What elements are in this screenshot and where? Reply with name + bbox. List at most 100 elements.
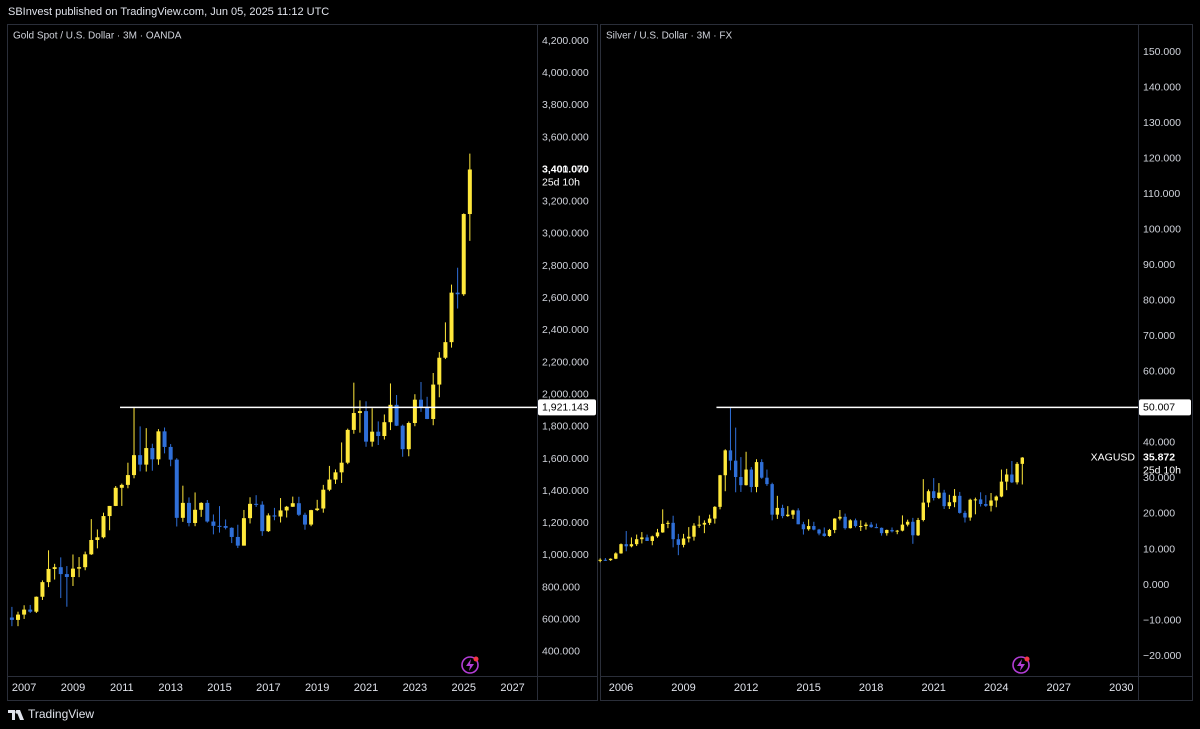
candle-body [370,431,375,442]
candle-body [890,529,894,532]
y-tick-label: 10.000 [1143,543,1175,555]
y-tick-label: 4,000.000 [542,67,589,79]
y-tick-label: 150.000 [1143,46,1181,58]
candle-body [713,506,717,519]
y-tick-label: 100.000 [1143,223,1181,235]
candle-body [144,448,149,465]
x-tick-label: 2019 [305,682,329,694]
candle-body [817,529,821,534]
x-tick-label: 2023 [403,682,427,694]
candle-body [193,509,198,523]
alert-icon [1012,656,1030,674]
candle-body [180,502,185,518]
y-tick-label: 2,000.000 [542,388,589,400]
symbol-label: XAGUSD [1091,451,1136,463]
y-tick-label: 120.000 [1143,152,1181,164]
candle-body [437,357,442,385]
candle-body [749,469,754,487]
candle-body [655,532,660,537]
y-tick-label: 140.000 [1143,81,1181,93]
candle-body [812,526,816,530]
candle-body [942,492,946,507]
y-tick-label: 40.000 [1143,437,1175,449]
x-tick-label: 2027 [500,682,524,694]
candle-body [199,502,204,510]
x-tick-label: 2006 [609,682,633,694]
candle-body [132,455,137,476]
candle-body [229,527,234,537]
candle-body [968,499,972,518]
candle-body [1015,463,1019,483]
candle-body [205,502,210,522]
tradingview-logo [8,710,24,720]
y-tick-label: 3,200.000 [542,196,589,208]
y-tick-label: 1,000.000 [542,549,589,561]
candle-body [603,559,608,561]
x-tick-label: 2025 [451,682,475,694]
candle-body [666,522,670,524]
y-tick-label: 110.000 [1143,188,1180,200]
candle-body [40,582,45,597]
candle-body [400,425,405,450]
x-tick-label: 2027 [1047,682,1071,694]
candle-body [223,526,228,528]
y-tick-label: 2,800.000 [542,260,589,272]
right-panel [600,24,1193,701]
y-tick-label: 2,400.000 [542,324,589,336]
candle-body [364,411,369,442]
candle-body [796,510,800,525]
candle-body [22,609,27,615]
candle-body [760,462,764,478]
candle-body [598,559,602,561]
last-price-label: 35.872 [1143,451,1175,463]
candle-body [744,469,748,486]
y-tick-label: 0.000 [1143,579,1169,591]
candle-body [624,544,628,547]
y-tick-label: 70.000 [1143,330,1175,342]
candle-body [791,510,795,515]
candle-body [52,567,57,569]
candle-body [775,507,780,515]
candle-body [394,404,399,426]
candle-body [125,475,130,485]
y-tick-label: 800.000 [542,581,580,593]
candles [598,408,1025,563]
candle-body [248,503,253,519]
candle-body [645,537,649,541]
footer-brand: TradingView [28,707,94,721]
candle-body [822,533,826,536]
y-tick-label: 1,800.000 [542,421,589,433]
y-tick-label: 1,600.000 [542,453,589,465]
candle-body [786,514,790,517]
left-panel [7,24,598,701]
candle-body [614,553,618,559]
candle-body [296,503,301,515]
candle-body [895,530,899,532]
candle-body [186,502,191,523]
level-label: 1,921.143 [542,402,589,414]
candle-body [211,521,216,526]
candle-body [952,495,957,503]
candle-body [156,431,161,460]
y-tick-label: 1,400.000 [542,485,589,497]
level-label-box [1139,399,1191,416]
candle-body [640,537,644,540]
candle-body [723,450,727,476]
candle-body [932,491,936,498]
candle-body [309,510,314,525]
candle-body [843,516,847,529]
y-tick-label: 400.000 [542,646,580,658]
candle-body [217,525,222,527]
y-tick-label: 3,600.000 [542,131,589,143]
candle-body [905,521,910,525]
x-tick-label: 2009 [61,682,85,694]
candle-body [70,568,75,577]
candle-body [278,510,283,517]
candle-body [449,292,454,343]
candle-body [864,524,868,527]
candle-body [101,516,106,538]
candle-body [467,169,472,215]
candle-body [113,487,118,506]
candle-body [162,431,167,447]
y-tick-label: −20.000 [1143,650,1181,662]
